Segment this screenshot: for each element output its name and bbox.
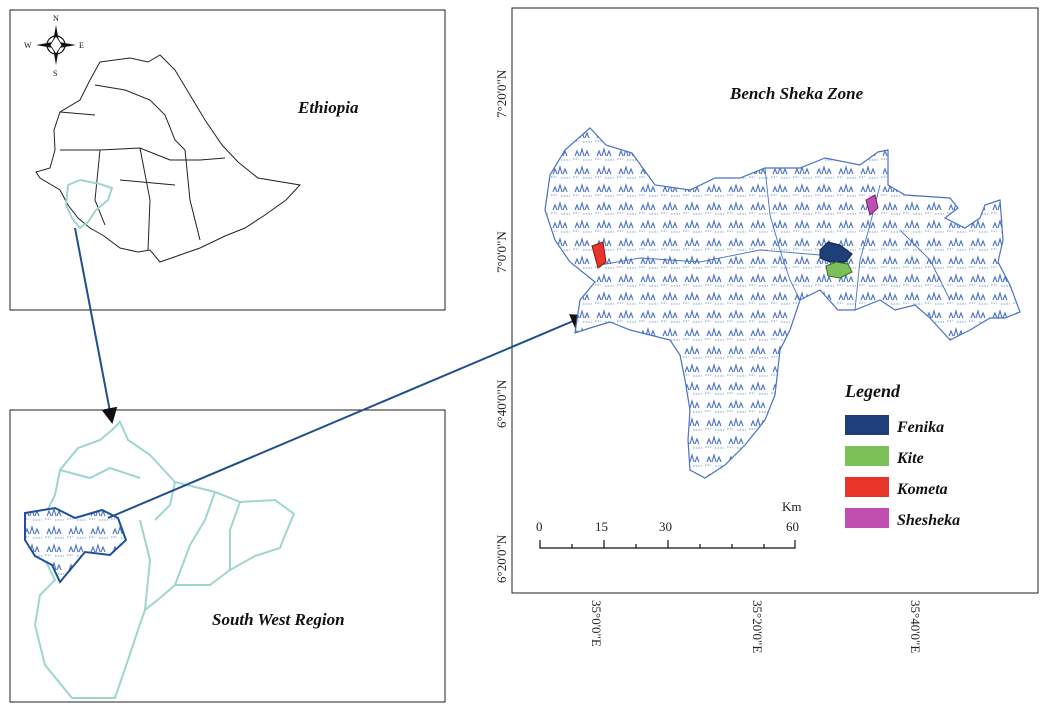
legend-label-shesheka: Shesheka bbox=[897, 512, 960, 529]
lat-label-3: 6°40'0"N bbox=[494, 379, 509, 428]
lat-label-4: 6°20'0"N bbox=[494, 534, 509, 583]
fenika-area bbox=[819, 241, 853, 263]
legend-swatch-fenika bbox=[845, 415, 889, 435]
kometa-area bbox=[591, 241, 607, 269]
shesheka-area bbox=[865, 194, 879, 216]
legend-title: Legend bbox=[844, 381, 901, 401]
scale-unit: Km bbox=[782, 499, 802, 514]
ethiopia-label: Ethiopia bbox=[297, 98, 359, 117]
ethiopia-southwest-highlight bbox=[64, 178, 114, 230]
legend-swatch-kometa bbox=[845, 477, 889, 497]
kite-area bbox=[825, 261, 853, 279]
legend-swatch-kite bbox=[845, 446, 889, 466]
arrow-region-to-zone bbox=[107, 314, 587, 519]
lon-label-2: 35°20'0"E bbox=[750, 600, 765, 653]
region-zone-inset bbox=[24, 506, 128, 584]
compass-w: W bbox=[24, 41, 32, 50]
scale-tick-30: 30 bbox=[659, 519, 672, 534]
compass-e: E bbox=[79, 41, 84, 50]
ethiopia-panel bbox=[9, 9, 446, 311]
compass-s: S bbox=[53, 69, 57, 78]
legend-swatch-shesheka bbox=[845, 508, 889, 528]
lat-label-1: 7°20'0"N bbox=[494, 69, 509, 118]
zone-label: Bench Sheka Zone bbox=[729, 84, 864, 103]
compass-n: N bbox=[53, 14, 59, 23]
scale-bar: Km 0 15 30 60 bbox=[536, 499, 802, 549]
lon-label-3: 35°40'0"E bbox=[908, 600, 923, 653]
legend-label-kometa: Kometa bbox=[896, 481, 948, 498]
legend-label-fenika: Fenika bbox=[896, 419, 944, 436]
scale-tick-0: 0 bbox=[536, 519, 543, 534]
lat-label-2: 7°0'0"N bbox=[494, 231, 509, 273]
lon-label-1: 35°0'0"E bbox=[589, 600, 604, 647]
arrow-ethiopia-to-region bbox=[74, 227, 118, 424]
compass-icon: N S W E bbox=[24, 14, 84, 78]
ethiopia-map bbox=[35, 54, 302, 263]
scale-tick-15: 15 bbox=[595, 519, 608, 534]
southwest-region-map bbox=[33, 420, 296, 699]
legend: Legend Fenika Kite Kometa Shesheka bbox=[844, 381, 960, 529]
bench-sheka-zone-map bbox=[544, 127, 1021, 479]
region-label: South West Region bbox=[212, 610, 345, 629]
legend-label-kite: Kite bbox=[896, 450, 924, 467]
scale-tick-60: 60 bbox=[786, 519, 799, 534]
